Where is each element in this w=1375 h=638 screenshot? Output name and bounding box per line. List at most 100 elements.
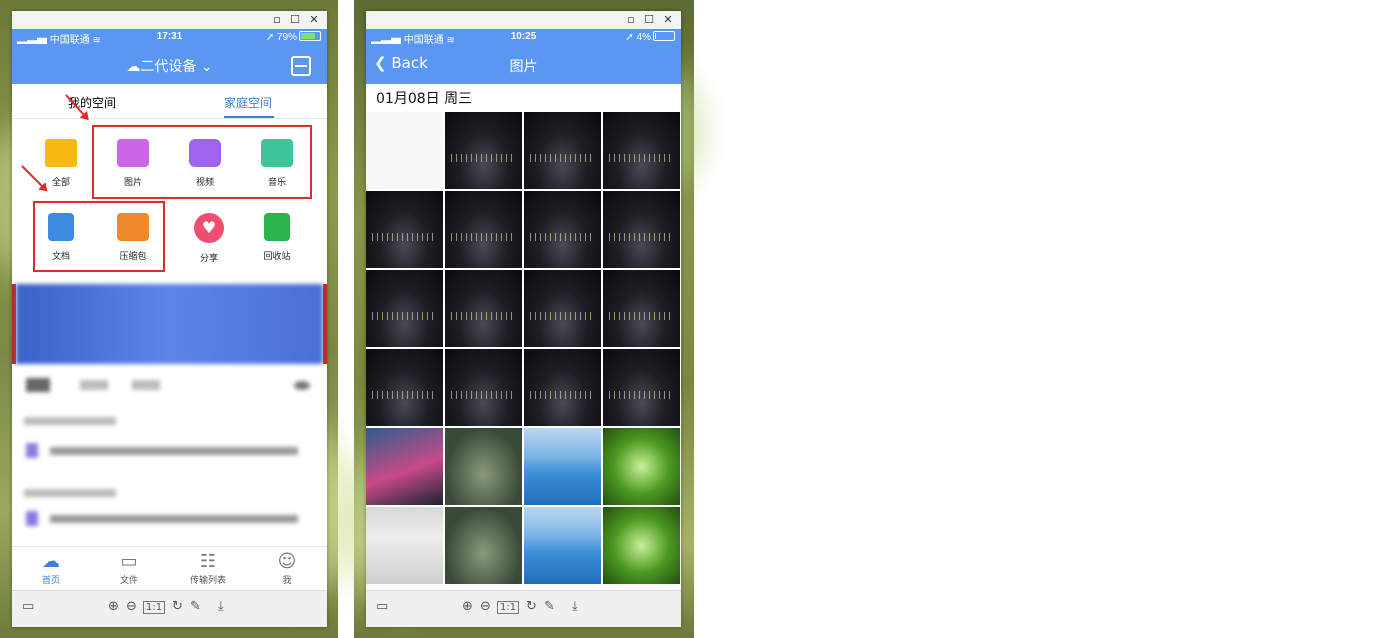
carrier-text: 中国联通 — [49, 35, 90, 46]
sidebar-icon[interactable]: ▭ — [376, 599, 389, 614]
category-music[interactable]: 音乐 — [238, 139, 316, 188]
category-archives[interactable]: 压缩包 — [94, 213, 172, 262]
zoom-out-icon[interactable]: ⊖ — [126, 599, 137, 614]
photo-thumbnail[interactable] — [366, 270, 443, 347]
image-viewer-toolbar: ▭ ⊕ ⊖ 1:1 ↻ ✎ ⤓ — [366, 590, 681, 627]
photo-thumbnail[interactable] — [445, 428, 522, 505]
category-share[interactable]: ♥ 分享 — [170, 213, 248, 264]
category-pictures[interactable]: 图片 — [94, 139, 172, 188]
location-icon: ➚ — [265, 32, 277, 43]
tab-label: 首页 — [41, 576, 60, 586]
zoom-out-icon[interactable]: ⊖ — [480, 599, 491, 614]
photo-thumbnail[interactable] — [524, 507, 601, 584]
category-label: 音乐 — [267, 178, 286, 188]
photo-thumbnail[interactable] — [524, 428, 601, 505]
zoom-in-icon[interactable]: ⊕ — [108, 599, 119, 614]
status-bar: ▂▃▅ 中国联通 ≋ 10:25 ➚ 4% — [366, 29, 681, 46]
device-title: 二代设备 — [140, 59, 197, 75]
photo-thumbnail[interactable] — [524, 191, 601, 268]
tab-files[interactable]: ▭ 文件 — [90, 551, 168, 586]
photo-thumbnail[interactable] — [445, 112, 522, 189]
maximize-button[interactable]: ☐ — [290, 13, 300, 26]
category-recycle-bin[interactable]: 回收站 — [238, 213, 316, 262]
category-label: 视频 — [195, 178, 214, 188]
photo-thumbnail[interactable] — [366, 349, 443, 426]
photo-thumbnail[interactable] — [524, 270, 601, 347]
minimize-button[interactable]: ▫ — [627, 13, 635, 26]
tab-transfers[interactable]: ☷ 传输列表 — [169, 551, 247, 586]
back-label: Back — [391, 54, 428, 72]
photo-thumbnail[interactable] — [603, 270, 680, 347]
video-camera-icon — [189, 139, 221, 167]
tab-me[interactable]: ☺ 我 — [248, 551, 326, 586]
annotation-box-files — [33, 201, 165, 272]
back-button[interactable]: ❮ Back — [374, 54, 428, 72]
phone-window-left: ▫ ☐ ✕ ▂▃▅ 中国联通 ≋ 17:31 ➚ 79% ☁二代设备 ⌄ 我的空… — [12, 11, 327, 627]
battery-icon — [299, 31, 321, 41]
status-time: 17:31 — [156, 31, 183, 42]
photo-thumbnail[interactable] — [524, 112, 601, 189]
carrier-text: 中国联通 — [403, 35, 444, 46]
bottom-tab-bar: ☁ 首页 ▭ 文件 ☷ 传输列表 ☺ 我 — [12, 546, 327, 591]
rotate-icon[interactable]: ↻ — [172, 599, 183, 614]
location-icon: ➚ — [625, 32, 637, 43]
photo-thumbnail[interactable] — [366, 507, 443, 584]
close-button[interactable]: ✕ — [309, 13, 319, 26]
minimize-button[interactable]: ▫ — [273, 13, 281, 26]
cloud-icon: ☁ — [42, 551, 60, 572]
photo-thumbnail[interactable] — [445, 270, 522, 347]
blurred-tab — [80, 380, 108, 390]
maximize-button[interactable]: ☐ — [644, 13, 654, 26]
close-button[interactable]: ✕ — [663, 13, 673, 26]
photo-thumbnail[interactable] — [366, 428, 443, 505]
rotate-icon[interactable]: ↻ — [526, 599, 537, 614]
photo-thumbnail[interactable] — [524, 349, 601, 426]
actual-size-icon[interactable]: 1:1 — [143, 601, 166, 614]
image-icon — [117, 139, 149, 167]
photo-thumbnail[interactable] — [603, 191, 680, 268]
edit-icon[interactable]: ✎ — [190, 599, 201, 614]
photo-thumbnail[interactable] — [366, 191, 443, 268]
tab-family-space[interactable]: 家庭空间 — [224, 96, 273, 110]
tab-my-space[interactable]: 我的空间 — [68, 96, 117, 110]
battery-indicator: ➚ 4% — [625, 31, 675, 43]
tab-home[interactable]: ☁ 首页 — [12, 551, 90, 586]
photo-thumbnail[interactable] — [366, 112, 443, 189]
photo-thumbnail[interactable] — [445, 507, 522, 584]
download-icon[interactable]: ⤓ — [572, 599, 578, 614]
nav-bar: ❮ Back 图片 — [366, 46, 681, 84]
battery-percent: 4% — [636, 32, 651, 43]
photo-thumbnail[interactable] — [445, 191, 522, 268]
nav-bar: ☁二代设备 ⌄ — [12, 46, 327, 84]
download-icon[interactable]: ⤓ — [218, 599, 224, 614]
status-bar: ▂▃▅ 中国联通 ≋ 17:31 ➚ 79% — [12, 29, 327, 46]
photo-thumbnail[interactable] — [603, 507, 680, 584]
promo-banner-blurred[interactable] — [16, 284, 323, 364]
photo-thumbnail[interactable] — [603, 428, 680, 505]
category-label: 图片 — [123, 178, 142, 188]
signal-icon: ▂▃▅ — [371, 35, 404, 46]
battery-fill — [655, 33, 656, 39]
carrier-label: ▂▃▅ 中国联通 ≋ — [17, 31, 101, 46]
banner-edge — [12, 284, 16, 364]
tab-label: 我 — [282, 576, 292, 586]
actual-size-icon[interactable]: 1:1 — [497, 601, 520, 614]
category-label: 文档 — [51, 252, 70, 262]
photo-thumbnail[interactable] — [445, 349, 522, 426]
zoom-in-icon[interactable]: ⊕ — [462, 599, 473, 614]
phone-window-right: ▫ ☐ ✕ ▂▃▅ 中国联通 ≋ 10:25 ➚ 4% ❮ Back 图片 01… — [366, 11, 681, 627]
edit-icon[interactable]: ✎ — [544, 599, 555, 614]
sidebar-icon[interactable]: ▭ — [22, 599, 35, 614]
device-selector[interactable]: ☁二代设备 ⌄ — [12, 56, 327, 76]
blurred-heading — [26, 378, 50, 392]
category-documents[interactable]: 文档 — [22, 213, 100, 262]
photo-thumbnail[interactable] — [603, 112, 680, 189]
photo-thumbnail[interactable] — [603, 349, 680, 426]
banner-edge — [323, 284, 327, 364]
scan-icon[interactable] — [291, 56, 311, 76]
tab-label: 传输列表 — [189, 576, 226, 586]
file-icon — [26, 443, 38, 458]
category-videos[interactable]: 视频 — [166, 139, 244, 188]
category-all[interactable]: 全部 — [22, 139, 100, 188]
image-viewer-toolbar: ▭ ⊕ ⊖ 1:1 ↻ ✎ ⤓ — [12, 590, 327, 627]
